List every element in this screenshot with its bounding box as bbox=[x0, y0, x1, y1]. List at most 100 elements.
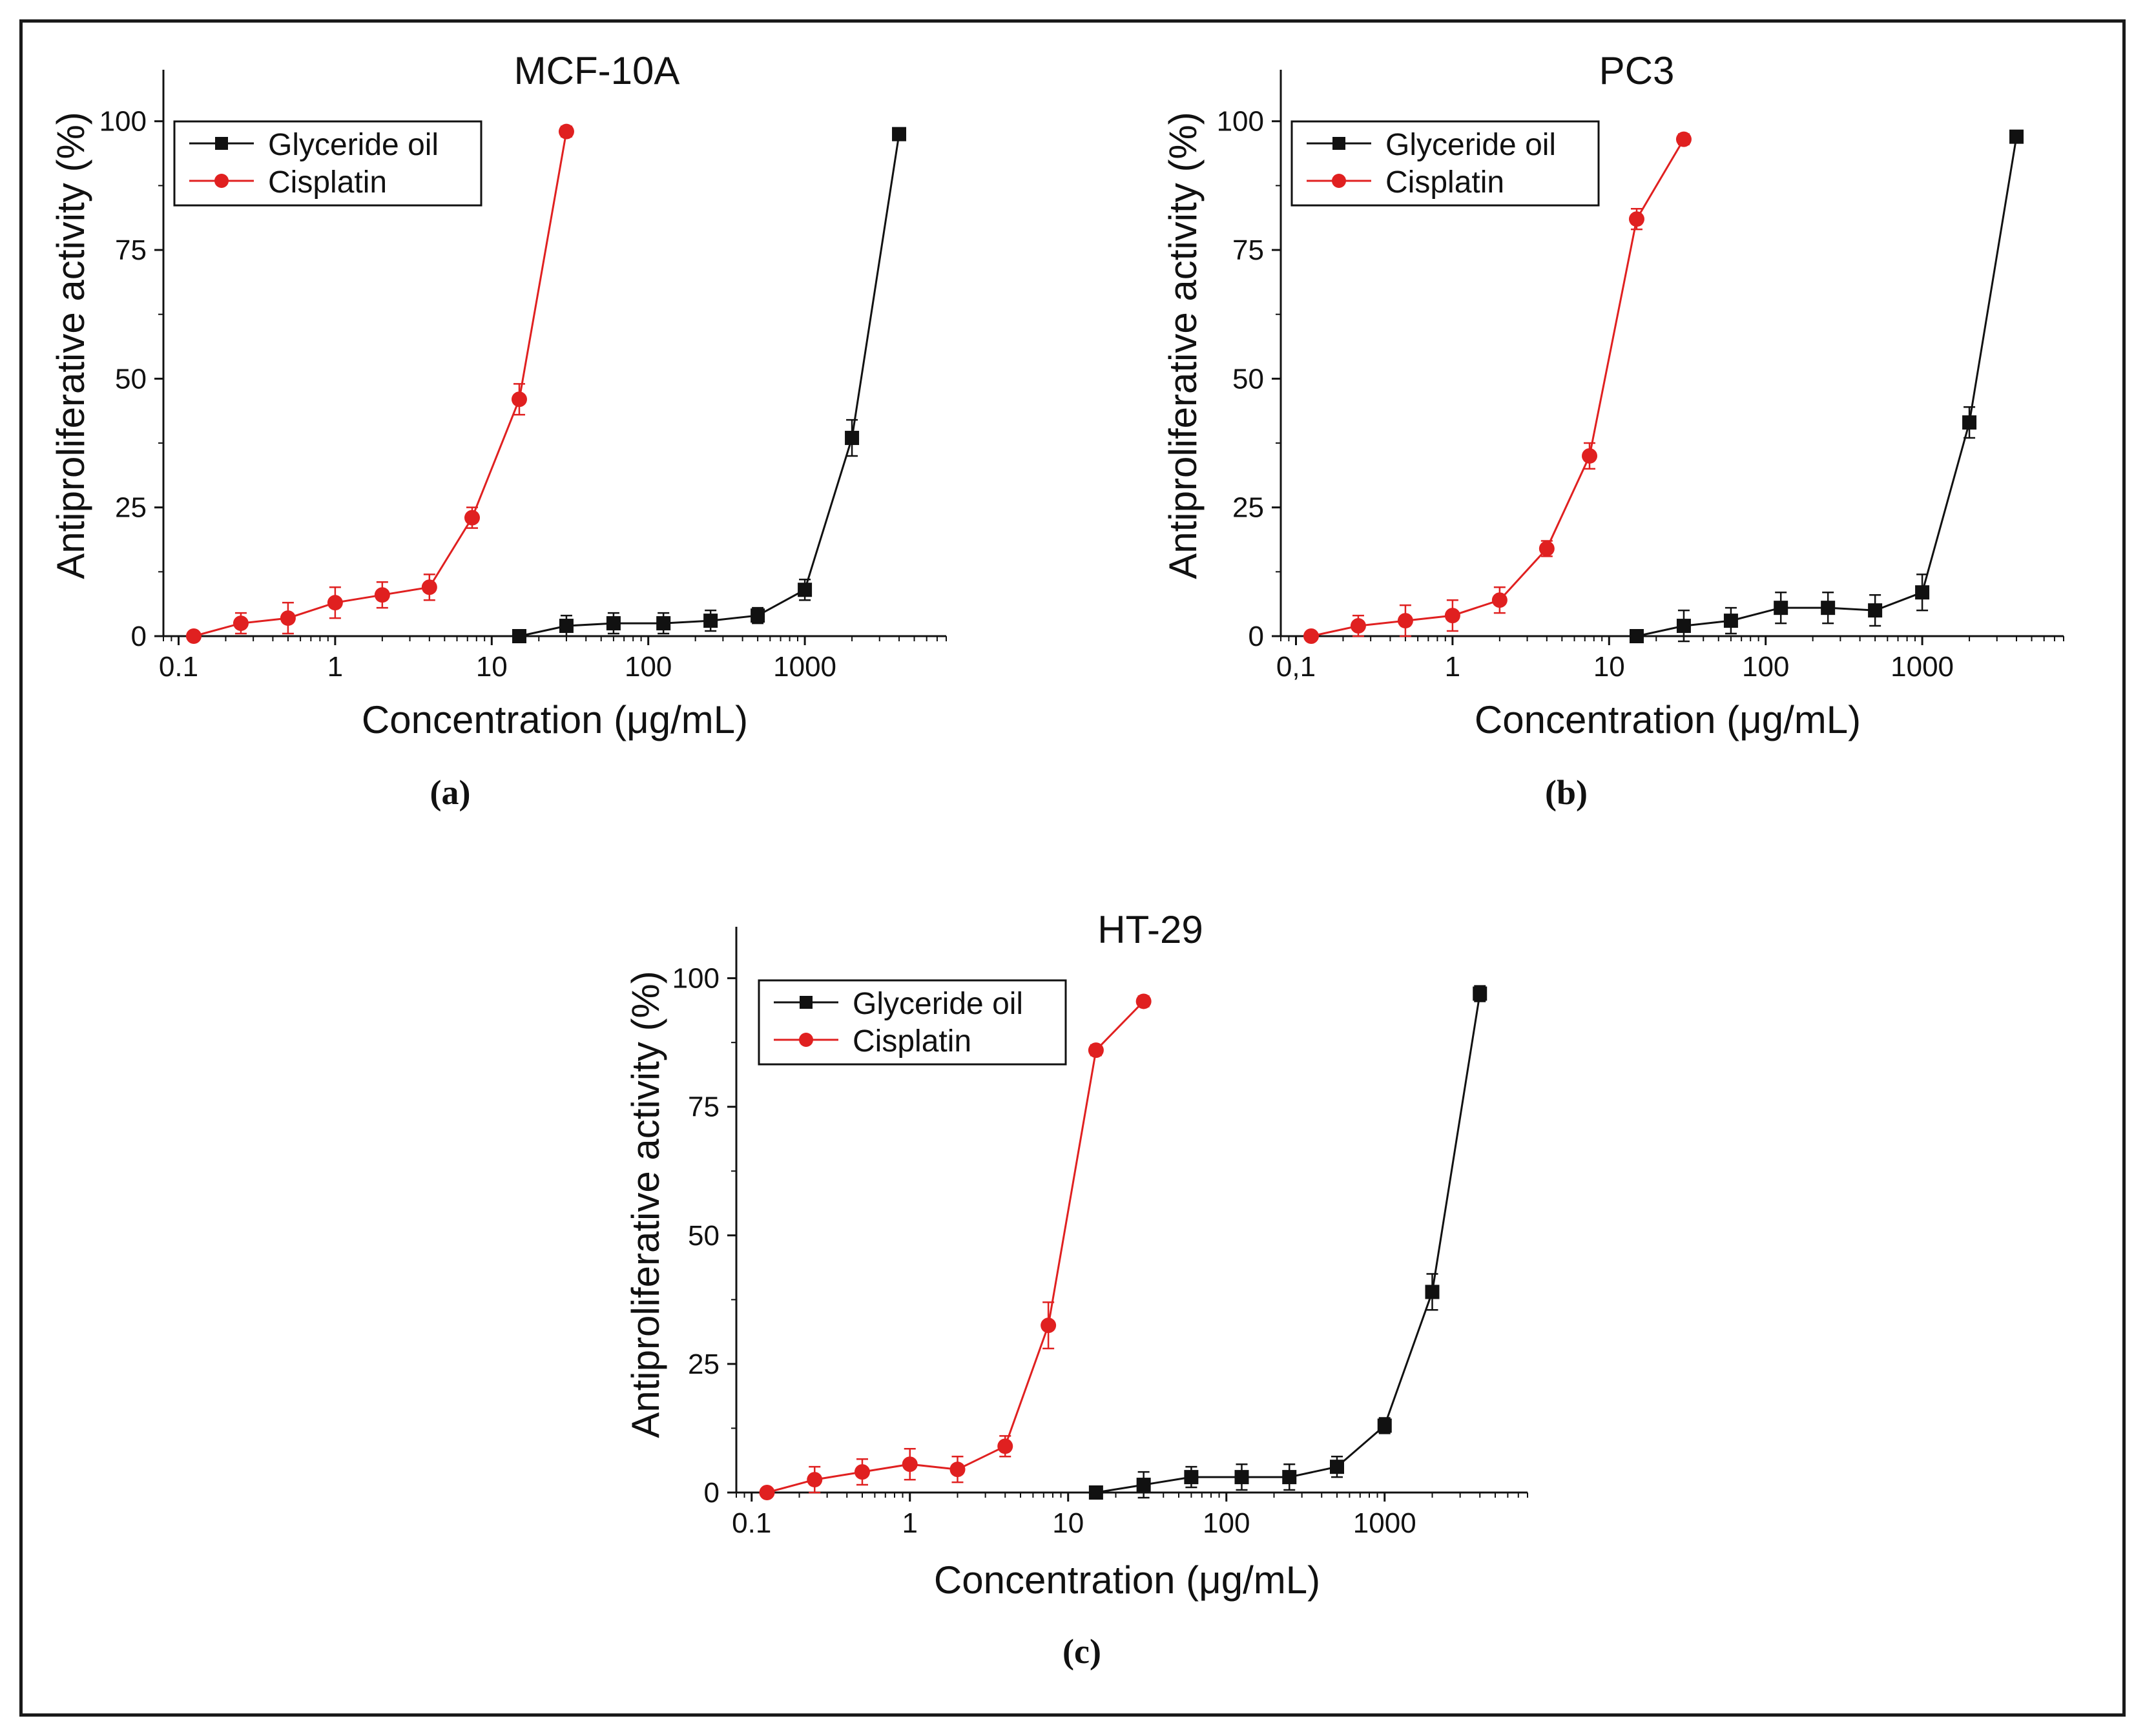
data-point-square bbox=[703, 614, 718, 628]
data-point-circle bbox=[327, 595, 343, 611]
y-tick-label: 0 bbox=[704, 1477, 720, 1509]
data-point-circle bbox=[1582, 448, 1598, 464]
y-tick-label: 75 bbox=[1232, 234, 1264, 266]
x-tick-label: 10 bbox=[1593, 651, 1625, 683]
y-tick-label: 100 bbox=[672, 963, 720, 995]
data-point-circle bbox=[1350, 618, 1366, 634]
x-tick-label: 1000 bbox=[773, 651, 836, 683]
data-point-square bbox=[1136, 1478, 1151, 1493]
data-point-circle bbox=[1539, 541, 1555, 557]
data-point-square bbox=[1821, 601, 1836, 615]
data-point-square bbox=[1868, 603, 1883, 618]
data-point-square bbox=[1962, 415, 1977, 430]
data-point-square bbox=[512, 629, 526, 643]
data-point-square bbox=[1629, 629, 1644, 643]
legend-label-cisplatin: Cisplatin bbox=[853, 1024, 971, 1059]
data-point-circle bbox=[1088, 1042, 1104, 1059]
legend-label-glyceride: Glyceride oil bbox=[268, 128, 439, 162]
chart-title: PC3 bbox=[1599, 49, 1675, 92]
data-point-square bbox=[1425, 1285, 1440, 1299]
data-point-circle bbox=[280, 610, 296, 626]
y-tick-label: 0 bbox=[1249, 621, 1264, 652]
legend-label-glyceride: Glyceride oil bbox=[1385, 128, 1556, 162]
legend-marker-circle bbox=[799, 1033, 813, 1047]
data-point-square bbox=[1184, 1470, 1199, 1485]
y-tick-label: 50 bbox=[115, 363, 147, 395]
data-point-circle bbox=[1041, 1318, 1057, 1334]
data-point-circle bbox=[1303, 628, 1319, 644]
data-point-circle bbox=[949, 1462, 966, 1478]
chart-panel-b: PC3 Antiproliferative activity (%) Conce… bbox=[1161, 49, 2064, 812]
x-axis-label: Concentration (μg/mL) bbox=[934, 1558, 1320, 1602]
legend-marker-circle bbox=[1332, 174, 1346, 188]
data-point-square bbox=[1234, 1470, 1249, 1485]
data-point-square bbox=[606, 616, 621, 631]
legend-marker-square bbox=[800, 996, 813, 1009]
x-tick-label: 0,1 bbox=[1276, 651, 1316, 683]
legend-label-glyceride: Glyceride oil bbox=[853, 987, 1023, 1021]
data-point-circle bbox=[807, 1472, 823, 1488]
x-tick-label: 10 bbox=[1052, 1507, 1084, 1539]
x-tick-label: 100 bbox=[1203, 1507, 1250, 1539]
data-point-circle bbox=[1397, 613, 1413, 629]
data-point-square bbox=[559, 619, 574, 634]
figure-canvas: MCF-10A Antiproliferative activity (%) C… bbox=[49, 49, 2064, 1671]
y-tick-label: 50 bbox=[1232, 363, 1264, 395]
series-line bbox=[1636, 136, 2018, 637]
y-tick-label: 75 bbox=[688, 1091, 720, 1123]
x-axis-label: Concentration (μg/mL) bbox=[1475, 698, 1861, 741]
legend-label-cisplatin: Cisplatin bbox=[268, 165, 387, 200]
x-axis-label: Concentration (μg/mL) bbox=[362, 698, 748, 741]
panel-label: (c) bbox=[1062, 1632, 1101, 1671]
x-tick-label: 0.1 bbox=[159, 651, 198, 683]
legend-label-cisplatin: Cisplatin bbox=[1385, 165, 1504, 200]
data-point-square bbox=[1774, 601, 1788, 615]
data-point-square bbox=[798, 583, 813, 597]
series-line bbox=[193, 131, 568, 637]
data-point-circle bbox=[1135, 993, 1152, 1009]
y-tick-label: 25 bbox=[1232, 492, 1264, 524]
data-point-circle bbox=[1628, 211, 1644, 227]
data-point-circle bbox=[374, 587, 390, 603]
x-tick-label: 0.1 bbox=[732, 1507, 771, 1539]
data-point-square bbox=[751, 608, 765, 623]
y-tick-label: 25 bbox=[115, 492, 147, 524]
data-point-circle bbox=[233, 615, 249, 632]
plot-area: 0 25 50 75 100 0.1 1 10 100 1000 bbox=[99, 70, 947, 683]
data-point-circle bbox=[185, 628, 202, 644]
data-point-square bbox=[1676, 619, 1691, 634]
y-axis-label: Antiproliferative activity (%) bbox=[1161, 112, 1205, 579]
data-point-square bbox=[892, 127, 907, 141]
data-point-circle bbox=[759, 1485, 775, 1500]
data-point-square bbox=[656, 616, 671, 631]
chart-title: HT-29 bbox=[1097, 908, 1203, 951]
data-point-square bbox=[845, 431, 860, 446]
series-line bbox=[519, 134, 900, 637]
data-point-square bbox=[2009, 129, 2024, 144]
x-tick-label: 1 bbox=[1445, 651, 1460, 683]
y-tick-label: 100 bbox=[1217, 106, 1264, 138]
series-line bbox=[767, 1000, 1145, 1494]
data-point-circle bbox=[558, 123, 574, 140]
data-point-square bbox=[1088, 1485, 1103, 1500]
panel-label: (a) bbox=[430, 773, 471, 812]
legend: Glyceride oil Cisplatin bbox=[758, 979, 1067, 1066]
legend-box bbox=[758, 979, 1067, 1066]
series-line bbox=[1095, 993, 1481, 1494]
data-point-circle bbox=[997, 1438, 1013, 1454]
chart-title: MCF-10A bbox=[514, 49, 680, 92]
chart-panel-a: MCF-10A Antiproliferative activity (%) C… bbox=[49, 49, 947, 812]
data-point-circle bbox=[1491, 592, 1508, 608]
data-point-square bbox=[1473, 986, 1487, 1001]
x-tick-label: 1 bbox=[902, 1507, 918, 1539]
data-point-circle bbox=[1675, 131, 1692, 147]
data-point-square bbox=[1915, 585, 1930, 600]
legend-marker-square bbox=[1332, 137, 1345, 150]
y-axis-label: Antiproliferative activity (%) bbox=[624, 971, 667, 1438]
y-tick-label: 0 bbox=[131, 621, 147, 652]
data-point-circle bbox=[421, 579, 437, 595]
legend-marker-square bbox=[215, 137, 228, 150]
x-tick-label: 1000 bbox=[1891, 651, 1954, 683]
legend: Glyceride oil Cisplatin bbox=[173, 120, 482, 207]
y-tick-label: 75 bbox=[115, 234, 147, 266]
